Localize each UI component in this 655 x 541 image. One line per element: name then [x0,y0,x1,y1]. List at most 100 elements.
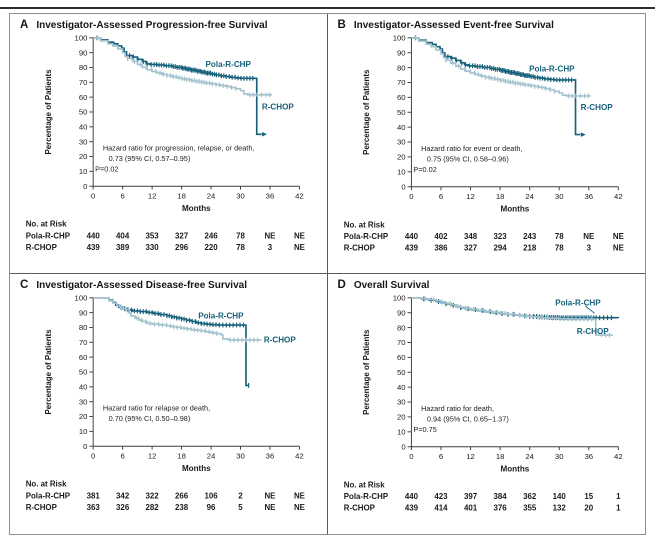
series-label-r-chop: R-CHOP [262,103,294,112]
risk-value: 1 [616,492,621,501]
y-tick-label: 80 [397,323,406,332]
risk-value: 327 [463,244,477,253]
km-plot: 0 10 20 30 40 50 60 70 80 90 100 0 6 12 18 24 30 36 42 Perc… [343,294,622,513]
y-tick-label: 40 [397,123,406,132]
risk-value: 2 [238,491,243,500]
km-chart-d: 0 10 20 30 40 50 60 70 80 90 100 0 6 12 18 24 30 36 42 Perc… [336,292,644,522]
y-tick-label: 60 [79,93,88,102]
series-curve-pola-r-chp [93,36,262,136]
panel-title: Investigator-Assessed Disease-free Survi… [36,280,247,291]
y-tick-label: 90 [397,48,406,57]
y-tick-label: 100 [75,293,88,302]
x-tick-label: 42 [614,192,623,201]
panel-b-header: B Investigator-Assessed Event-free Survi… [338,19,644,31]
x-tick-label: 0 [409,192,413,201]
y-axis-label: Percentage of Patients [361,329,370,415]
risk-row-label: R-CHOP [26,503,57,512]
x-tick-label: 0 [91,451,95,460]
panel-title: Overall Survival [353,280,430,291]
x-tick-label: 12 [148,451,157,460]
y-axis-label: Percentage of Patients [361,69,370,155]
risk-value: 384 [493,492,507,501]
hazard-ratio-annotation: Hazard ratio for death, [421,404,494,413]
x-tick-label: 18 [495,452,504,461]
censor-marks-pola-r-chp [414,35,572,83]
series-label-r-chop: R-CHOP [576,327,609,336]
risk-value: 327 [175,231,189,240]
x-tick-label: 18 [177,191,186,200]
risk-value: 330 [146,243,160,252]
x-tick-label: 30 [236,191,245,200]
risk-value: NE [612,244,623,253]
y-tick-label: 30 [397,138,406,147]
panel-letter: A [20,19,29,31]
x-tick-label: 6 [438,192,442,201]
risk-value: 440 [404,232,418,241]
y-tick-label: 50 [79,368,88,377]
hazard-ratio-annotation: Hazard ratio for progression, relapse, o… [103,144,255,153]
risk-row-label: Pola-R-CHP [26,231,70,240]
y-tick-label: 80 [397,63,406,72]
risk-value: 106 [204,491,218,500]
y-tick-label: 10 [79,427,88,436]
risk-value: NE [264,231,275,240]
y-tick-label: 30 [79,397,88,406]
risk-value: 440 [87,231,101,240]
x-axis-label: Months [500,464,529,473]
risk-value: 15 [584,492,593,501]
top-rule [0,7,655,9]
y-tick-label: 20 [397,413,406,422]
censor-marks-r-chop [97,35,271,98]
risk-value: 78 [554,232,563,241]
series-curve-pola-r-chp [410,36,580,136]
y-tick-label: 0 [401,182,405,191]
x-tick-label: 30 [554,192,563,201]
risk-value: NE [612,232,623,241]
x-tick-label: 42 [295,191,304,200]
x-tick-label: 30 [236,451,245,460]
risk-value: 266 [175,491,189,500]
risk-value: 78 [236,243,245,252]
risk-row-label: R-CHOP [343,244,374,253]
km-plot: 0 10 20 30 40 50 60 70 80 90 100 0 6 12 18 24 30 36 42 Perc… [343,34,623,253]
km-plot: 0 10 20 30 40 50 60 70 80 90 100 0 6 12 18 24 30 36 42 Perc… [26,293,305,512]
x-tick-label: 24 [525,192,534,201]
series-label-pointer [584,305,595,314]
risk-value: 246 [204,231,218,240]
panel-d: D Overall Survival 0 10 20 30 40 50 60 70 80 90 10… [328,274,646,534]
hazard-ratio-annotation: Hazard ratio for event or death, [421,144,522,153]
km-plot: 0 10 20 30 40 50 60 70 80 90 100 0 6 12 18 24 30 36 42 Perc… [26,33,305,252]
panel-c-header: C Investigator-Assessed Disease-free Sur… [20,279,325,291]
hazard-ratio-annotation: 0.94 (95% CI, 0.65–1.37) [426,414,508,423]
risk-table-title: No. at Risk [343,480,384,489]
y-tick-label: 100 [392,294,405,303]
y-tick-label: 70 [79,338,88,347]
y-tick-label: 70 [397,78,406,87]
hazard-ratio-annotation: P=0.75 [413,425,436,434]
risk-value: 78 [236,231,245,240]
risk-value: 326 [116,503,130,512]
risk-value: 140 [552,492,566,501]
risk-value: 439 [87,243,101,252]
risk-table-title: No. at Risk [26,480,67,489]
x-tick-label: 24 [525,452,534,461]
risk-value: 243 [523,232,537,241]
risk-value: NE [294,243,305,252]
x-tick-label: 0 [91,191,95,200]
y-tick-label: 100 [75,33,88,42]
curve-end-arrow [262,132,267,137]
series-label-pola-r-chp: Pola-R-CHP [529,65,575,74]
y-tick-label: 10 [397,168,406,177]
y-tick-label: 40 [397,383,406,392]
y-tick-label: 50 [397,108,406,117]
risk-row-label: Pola-R-CHP [26,491,70,500]
hazard-ratio-annotation: 0.75 (95% CI, 0.58–0.96) [426,154,508,163]
y-tick-label: 90 [397,308,406,317]
x-tick-label: 24 [207,451,216,460]
risk-value: 397 [463,492,477,501]
y-tick-label: 20 [79,152,88,161]
risk-value: 348 [463,232,477,241]
risk-value: 423 [434,492,448,501]
x-tick-label: 6 [120,191,124,200]
